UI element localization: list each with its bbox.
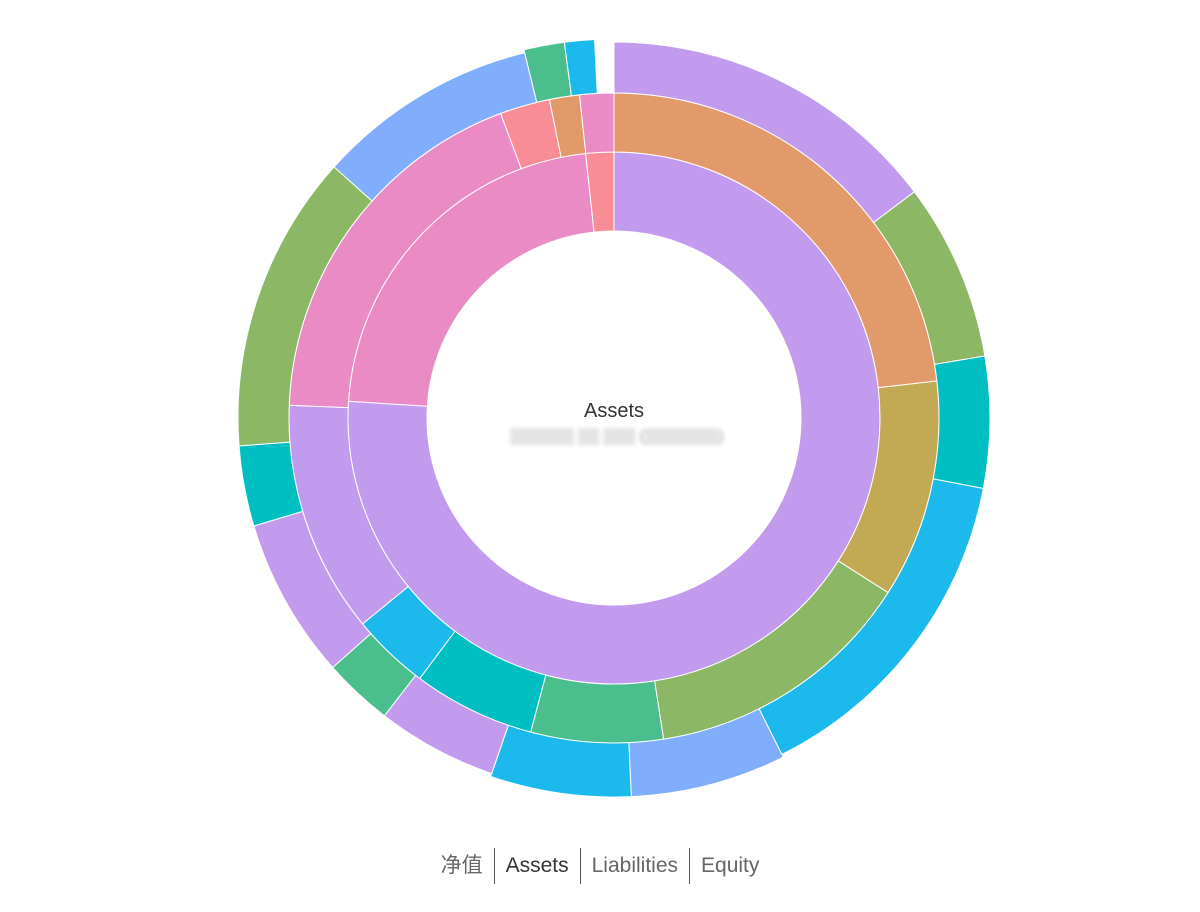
sunburst-segment-outer-14[interactable] <box>563 38 598 97</box>
legend-divider <box>579 848 581 884</box>
legend-item-liabilities[interactable]: Liabilities <box>591 854 679 877</box>
sunburst-rings <box>237 38 991 798</box>
legend-divider <box>493 848 495 884</box>
sunburst-segment-outer-3[interactable] <box>932 355 991 490</box>
legend-item-assets[interactable]: Assets <box>505 854 569 877</box>
legend-item-equity[interactable]: Equity <box>701 854 760 877</box>
center-title: Assets <box>584 400 644 422</box>
chart-legend: 净值 Assets Liabilities Equity <box>0 846 1200 886</box>
sunburst-segment-middle-11[interactable] <box>578 92 615 155</box>
legend-item-net-value[interactable]: 净值 <box>440 854 483 877</box>
sunburst-segment-middle-4[interactable] <box>530 674 665 744</box>
center-subtitle: ▒▒▒▒▒▒ ▒▒ ▒▒▒ (▒▒▒▒▒▒▒) <box>510 428 724 445</box>
legend-divider <box>689 848 691 884</box>
